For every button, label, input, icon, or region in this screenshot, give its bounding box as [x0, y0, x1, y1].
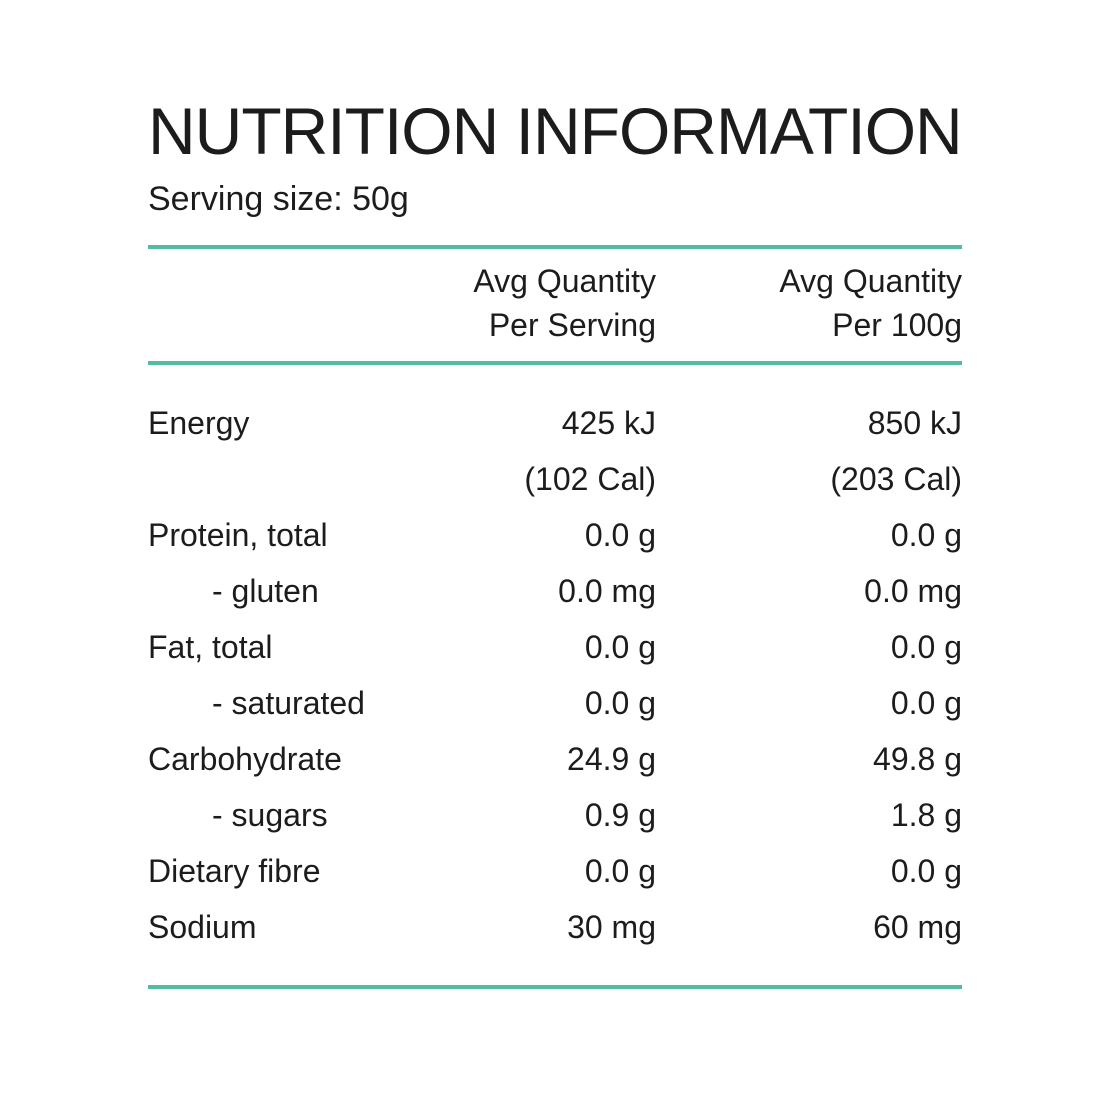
row-label: - saturated: [212, 685, 365, 722]
divider-bottom: [148, 985, 962, 990]
table-row-dietary-fibre: Dietary fibre 0.0 g 0.0 g: [148, 843, 962, 899]
row-value-per-100g: 0.0 g: [890, 853, 962, 890]
serving-size-text: Serving size: 50g: [148, 180, 409, 218]
row-label: Fat, total: [148, 629, 273, 666]
column-header-per-serving: Avg Quantity Per Serving: [446, 259, 656, 347]
table-row-carbohydrate: Carbohydrate 24.9 g 49.8 g: [148, 731, 962, 787]
row-value-per-100g: 0.0 mg: [864, 573, 962, 610]
row-value-per-serving: (102 Cal): [524, 461, 656, 498]
table-row-gluten: - gluten 0.0 mg 0.0 mg: [148, 563, 962, 619]
row-value-per-100g: 0.0 g: [890, 685, 962, 722]
row-label: Sodium: [148, 909, 257, 946]
page-title: NUTRITION INFORMATION: [148, 94, 963, 168]
divider-header: [148, 361, 962, 366]
row-value-per-serving: 0.0 mg: [558, 573, 656, 610]
column-header-per-100g-line1: Avg Quantity: [779, 263, 962, 300]
table-row-fat: Fat, total 0.0 g 0.0 g: [148, 619, 962, 675]
column-header-per-100g-line2: Per 100g: [832, 307, 962, 344]
row-value-per-serving: 0.0 g: [584, 853, 656, 890]
row-label: Carbohydrate: [148, 741, 342, 778]
row-value-per-serving: 425 kJ: [561, 405, 656, 442]
table-row-energy: Energy 425 kJ 850 kJ: [148, 395, 962, 451]
row-value-per-100g: 60 mg: [873, 909, 962, 946]
row-label: Protein, total: [148, 517, 328, 554]
table-row-saturated: - saturated 0.0 g 0.0 g: [148, 675, 962, 731]
row-value-per-100g: 0.0 g: [890, 517, 962, 554]
row-value-per-serving: 0.0 g: [584, 685, 656, 722]
row-value-per-100g: (203 Cal): [830, 461, 962, 498]
table-header-spacer: [148, 259, 446, 347]
table-row-protein: Protein, total 0.0 g 0.0 g: [148, 507, 962, 563]
table-row-sodium: Sodium 30 mg 60 mg: [148, 899, 962, 955]
row-value-per-serving: 0.0 g: [584, 517, 656, 554]
row-value-per-100g: 850 kJ: [867, 405, 962, 442]
row-label: Energy: [148, 405, 250, 442]
table-row-energy-cal: (102 Cal) (203 Cal): [148, 451, 962, 507]
row-value-per-100g: 1.8 g: [890, 797, 962, 834]
row-value-per-serving: 24.9 g: [567, 741, 656, 778]
row-value-per-serving: 0.0 g: [584, 629, 656, 666]
row-value-per-serving: 30 mg: [567, 909, 656, 946]
row-label: - sugars: [212, 797, 328, 834]
column-header-per-serving-line2: Per Serving: [488, 307, 656, 344]
column-header-per-serving-line1: Avg Quantity: [473, 263, 656, 300]
table-body: Energy 425 kJ 850 kJ (102 Cal) (203 Cal)…: [148, 395, 962, 955]
row-value-per-100g: 49.8 g: [873, 741, 962, 778]
table-row-sugars: - sugars 0.9 g 1.8 g: [148, 787, 962, 843]
row-value-per-serving: 0.9 g: [584, 797, 656, 834]
row-value-per-100g: 0.0 g: [890, 629, 962, 666]
row-label: - gluten: [212, 573, 319, 610]
column-header-per-100g: Avg Quantity Per 100g: [656, 259, 962, 347]
row-label: Dietary fibre: [148, 853, 321, 890]
table-header-row: Avg Quantity Per Serving Avg Quantity Pe…: [148, 249, 962, 361]
nutrition-panel: NUTRITION INFORMATION Serving size: 50g …: [148, 0, 963, 990]
divider-top: [148, 245, 962, 250]
